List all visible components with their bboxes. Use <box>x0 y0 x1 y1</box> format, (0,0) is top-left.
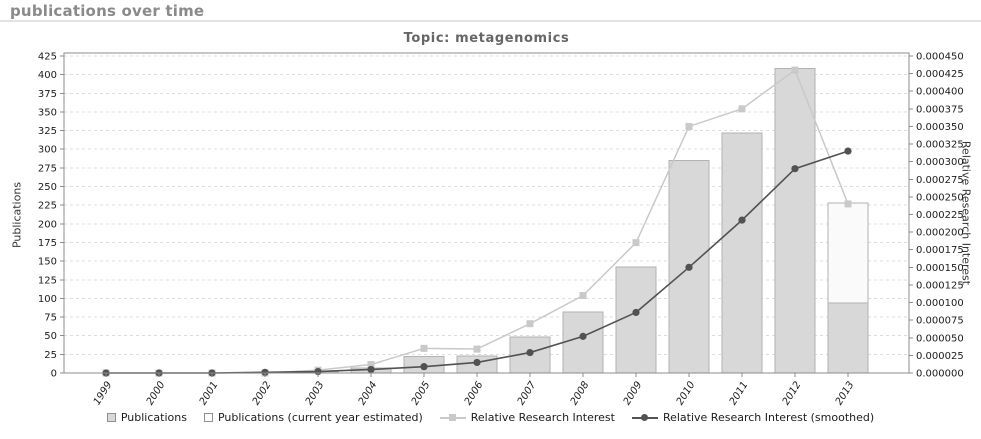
rri-smoothed-point-2010 <box>685 263 693 271</box>
left-tick-label: 400 <box>38 70 57 81</box>
rri-point-2007 <box>526 320 534 328</box>
x-tick-label-2011: 2011 <box>728 380 751 407</box>
right-tick-label: 0.000075 <box>916 316 964 327</box>
rri-smoothed-point-2011 <box>738 216 746 224</box>
rri-point-2010 <box>685 122 693 130</box>
panel-header: publications over time <box>0 0 981 22</box>
legend-item-publications-estimated: Publications (current year estimated) <box>203 411 423 424</box>
left-tick-label: 300 <box>38 145 57 156</box>
rri-smoothed-point-2009 <box>632 308 640 317</box>
right-tick-label: 0.000350 <box>916 122 964 133</box>
left-tick-label: 200 <box>38 219 57 230</box>
left-tick-label: 25 <box>44 350 57 361</box>
left-tick-label: 275 <box>38 163 57 174</box>
rri-point-2005 <box>420 344 428 352</box>
x-tick-label-2001: 2001 <box>198 380 221 407</box>
legend-item-rri: Relative Research Interest <box>439 411 615 424</box>
publications-swatch-icon <box>106 413 116 422</box>
legend-label: Relative Research Interest <box>470 411 615 424</box>
right-tick-label: 0.000225 <box>916 210 964 221</box>
left-tick-label: 150 <box>38 257 57 268</box>
right-tick-label: 0.000050 <box>916 333 964 344</box>
page-title: publications over time <box>10 2 205 20</box>
rri-point-2012 <box>791 66 799 74</box>
chart-legend: Publications Publications (current year … <box>0 411 981 424</box>
left-tick-label: 100 <box>38 294 57 305</box>
left-tick-label: 125 <box>38 275 57 286</box>
right-tick-label: 0.000125 <box>916 280 964 291</box>
left-tick-label: 75 <box>44 313 57 324</box>
legend-item-publications: Publications <box>106 411 187 424</box>
right-tick-label: 0.000275 <box>916 175 964 186</box>
x-tick-label-1999: 1999 <box>92 380 115 407</box>
legend-label: Publications (current year estimated) <box>217 411 423 424</box>
publications-estimated-swatch-icon <box>203 413 213 422</box>
left-tick-label: 250 <box>38 182 57 193</box>
rri-smoothed-point-2002 <box>261 368 269 376</box>
bar-2011 <box>721 132 763 374</box>
right-tick-label: 0.000175 <box>916 245 964 256</box>
rri-point-2013 <box>844 200 852 208</box>
right-tick-label: 0.000250 <box>916 192 964 203</box>
x-tick-label-2005: 2005 <box>410 380 433 407</box>
rri-point-2011 <box>738 105 746 113</box>
right-tick-label: 0.000375 <box>916 104 964 115</box>
rri-smoothed-point-2008 <box>579 332 587 340</box>
left-tick-label: 425 <box>38 52 57 63</box>
rri-smoothed-point-2012 <box>791 165 799 173</box>
rri-point-2004 <box>367 361 375 369</box>
right-tick-label: 0.000425 <box>916 69 964 80</box>
x-tick-label-2002: 2002 <box>251 380 274 407</box>
right-tick-label: 0.000100 <box>916 298 964 309</box>
right-tick-label: 0.000450 <box>916 52 964 63</box>
rri-smoothed-point-2007 <box>526 348 534 357</box>
bar-2008 <box>562 311 604 374</box>
x-tick-label-2003: 2003 <box>304 380 327 407</box>
rri-smoothed-line-swatch-icon <box>631 413 658 422</box>
rri-point-2006 <box>473 345 481 353</box>
x-tick-label-2008: 2008 <box>569 380 592 407</box>
left-tick-label: 350 <box>38 107 57 118</box>
right-tick-label: 0.000300 <box>916 157 964 168</box>
x-tick-label-2000: 2000 <box>145 380 168 407</box>
x-tick-label-2013: 2013 <box>834 380 857 407</box>
bar-2009 <box>615 266 657 374</box>
rri-line-swatch-icon <box>439 413 466 422</box>
rri-smoothed-point-2006 <box>473 358 481 367</box>
left-tick-label: 50 <box>44 331 57 342</box>
x-tick-label-2007: 2007 <box>516 379 539 407</box>
plot-border <box>63 52 910 374</box>
x-tick-label-2004: 2004 <box>357 380 380 407</box>
chart-title: Topic: metagenomics <box>403 31 570 46</box>
x-tick-label-2010: 2010 <box>675 380 698 407</box>
right-tick-label: 0.000150 <box>916 263 964 274</box>
rri-smoothed-point-2005 <box>420 363 428 371</box>
right-tick-label: 0.000400 <box>916 87 964 98</box>
legend-item-rri-smoothed: Relative Research Interest (smoothed) <box>631 411 875 424</box>
bar-2012 <box>774 68 816 374</box>
rri-point-2009 <box>632 239 640 247</box>
legend-label: Publications <box>120 411 187 424</box>
rri-smoothed-point-2013 <box>844 147 852 155</box>
left-tick-label: 325 <box>38 126 57 137</box>
left-tick-label: 175 <box>38 238 57 249</box>
rri-smoothed-point-2004 <box>367 365 375 374</box>
legend-label: Relative Research Interest (smoothed) <box>662 411 875 424</box>
bar-2013 <box>827 302 869 374</box>
left-tick-label: 0 <box>51 369 57 380</box>
rri-point-2008 <box>579 292 587 300</box>
right-tick-label: 0.000325 <box>916 140 964 151</box>
right-tick-label: 0.000200 <box>916 228 964 239</box>
left-tick-label: 225 <box>38 201 57 212</box>
x-tick-label-2012: 2012 <box>781 380 804 407</box>
right-tick-label: 0.000025 <box>916 351 964 362</box>
left-tick-label: 375 <box>38 89 57 100</box>
x-tick-label-2006: 2006 <box>463 380 486 407</box>
x-tick-label-2009: 2009 <box>622 380 645 407</box>
right-tick-label: 0.000000 <box>916 369 964 380</box>
